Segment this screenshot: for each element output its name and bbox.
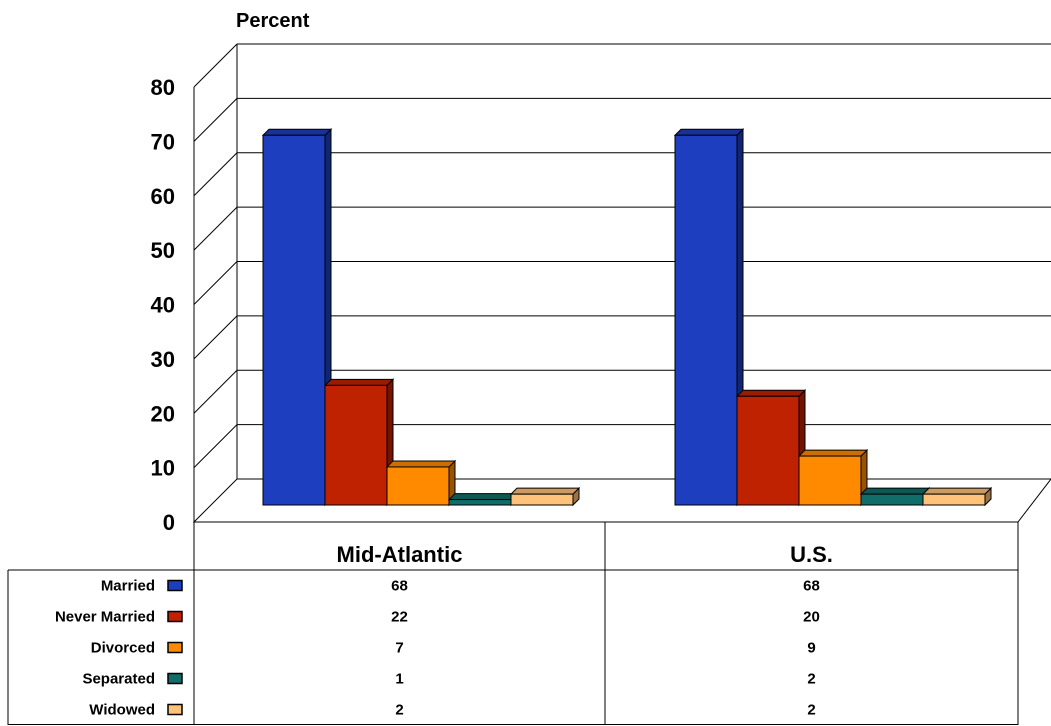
y-tick-label: 50: [151, 238, 175, 263]
bar: [447, 492, 519, 507]
bar: [921, 486, 993, 507]
y-tick-label: 80: [151, 75, 175, 100]
bar-top: [859, 487, 931, 495]
y-tick-label: 0: [163, 510, 175, 535]
legend-swatch: [167, 641, 183, 654]
bar-front: [798, 455, 862, 506]
gridline-diagonal: [193, 261, 238, 305]
bars: [261, 128, 993, 507]
bar-top: [385, 460, 457, 468]
legend-swatch: [167, 672, 183, 685]
bar-front: [324, 384, 388, 506]
legend-label: Separated: [82, 671, 155, 688]
bar: [261, 128, 333, 507]
bar-front: [736, 395, 800, 506]
gridline-diagonal: [193, 152, 238, 197]
y-axis-title: Percent: [236, 10, 310, 32]
y-tick-label: 30: [151, 347, 175, 372]
category-label: U.S.: [790, 542, 833, 567]
y-tick-label: 70: [151, 129, 175, 154]
bar-top: [447, 493, 519, 501]
bar: [797, 448, 869, 507]
table-cell: 1: [395, 671, 403, 688]
table-cell: 2: [395, 702, 403, 719]
y-tick-label: 20: [151, 401, 175, 426]
gridline-diagonal: [193, 424, 238, 468]
bar-top: [797, 449, 869, 457]
y-tick-label: 40: [151, 293, 175, 318]
category-label: Mid-Atlantic: [337, 542, 463, 567]
gridline-diagonal: [193, 43, 238, 88]
legend-label: Married: [101, 578, 155, 595]
bar-top: [509, 487, 581, 495]
table-cell: 22: [391, 609, 408, 626]
bar-top: [735, 389, 807, 397]
bar-top: [261, 128, 333, 136]
bar-front: [922, 493, 986, 506]
bar: [735, 389, 807, 507]
gridline-diagonal: [193, 369, 238, 414]
bar-top: [921, 487, 993, 495]
table-cell: 20: [803, 609, 820, 626]
bar: [509, 486, 581, 507]
data-table: Mid-Atlantic U.S. Married 68 68 Never Married…: [7, 522, 1019, 725]
y-tick-label: 60: [151, 184, 175, 209]
table-cell: 68: [803, 578, 820, 595]
bar: [859, 486, 931, 507]
legend-swatch: [167, 579, 183, 592]
legend-swatch: [167, 610, 183, 623]
table-cell: 9: [807, 640, 815, 657]
gridline-diagonal: [193, 206, 238, 251]
bar-front: [448, 499, 512, 506]
bar-top: [673, 128, 745, 136]
bar: [385, 459, 457, 507]
gridline-diagonal: [193, 98, 238, 142]
gridline-diagonal: [193, 315, 238, 360]
legend-label: Never Married: [55, 609, 155, 626]
bar-front: [860, 493, 924, 506]
table-cell: 68: [391, 578, 408, 595]
table-cell: 2: [807, 671, 815, 688]
bar-front: [674, 134, 738, 506]
bar-front: [510, 493, 574, 506]
legend-swatch: [167, 703, 183, 716]
table-cell: 7: [395, 640, 403, 657]
axis-labels: Percent 0 10 20 30 40 50 60 70 80: [151, 10, 310, 535]
y-tick-label: 10: [151, 456, 175, 481]
legend-label: Divorced: [91, 640, 155, 657]
bar-top: [323, 378, 395, 386]
bar-front: [386, 466, 450, 506]
table-cell: 2: [807, 702, 815, 719]
bar: [673, 128, 745, 507]
bar: [323, 378, 395, 507]
bar-front: [262, 134, 326, 506]
legend-label: Widowed: [89, 702, 155, 719]
